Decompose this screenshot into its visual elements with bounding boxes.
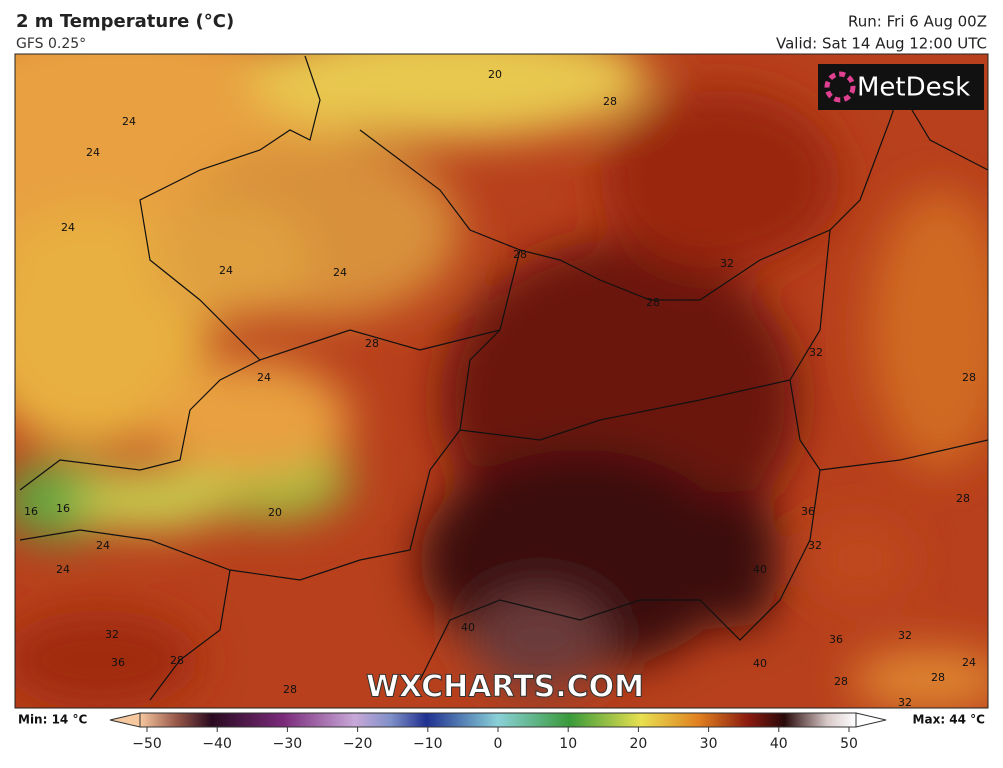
contour-label: 20	[488, 68, 502, 81]
logo-text: MetDesk	[857, 73, 970, 103]
temperature-area	[470, 590, 610, 690]
contour-label: 28	[956, 492, 970, 505]
contour-label: 24	[257, 371, 271, 384]
contour-label: 24	[61, 221, 75, 234]
subtitle: GFS 0.25°	[16, 36, 86, 52]
contour-label: 36	[829, 633, 843, 646]
contour-label: 24	[56, 563, 70, 576]
colorbar-tick-label: −20	[343, 736, 373, 752]
contour-label: 24	[86, 146, 100, 159]
min-label: Min: 14 °C	[18, 713, 87, 727]
contour-label: 28	[834, 675, 848, 688]
contour-label: 40	[753, 657, 767, 670]
colorbar-tick-label: 50	[840, 736, 858, 752]
colorbar-low-end	[109, 712, 141, 728]
contour-label: 16	[56, 502, 70, 515]
contour-label: 32	[720, 257, 734, 270]
contour-label: 40	[461, 621, 475, 634]
watermark: WXCHARTS.COM	[366, 670, 644, 705]
contour-label: 36	[801, 505, 815, 518]
temperature-area	[150, 200, 310, 320]
contour-label: 36	[111, 656, 125, 669]
temperature-area	[870, 190, 988, 470]
map-frame	[14, 53, 989, 709]
contour-label: 32	[898, 629, 912, 642]
map: 20 28 24 24 24 24 24 28 32 28 28 32 24 28 20 16 16 24 24 36…	[15, 54, 988, 709]
temperature-area	[150, 360, 350, 480]
contour-label: 24	[333, 266, 347, 279]
run-time: Run: Fri 6 Aug 00Z	[848, 13, 987, 31]
max-label: Max: 44 °C	[913, 713, 986, 727]
contour-label: 28	[603, 95, 617, 108]
contour-label: 28	[931, 671, 945, 684]
colorbar-tick-label: 10	[559, 736, 577, 752]
colorbar	[139, 712, 857, 728]
contour-label: 32	[898, 696, 912, 709]
contour-label: 28	[283, 683, 297, 696]
contour-label: 28	[365, 337, 379, 350]
contour-label: 28	[513, 248, 527, 261]
valid-time: Valid: Sat 14 Aug 12:00 UTC	[776, 35, 987, 53]
temperature-area	[15, 610, 200, 708]
colorbar-high-end	[855, 712, 887, 728]
temperature-area	[700, 490, 780, 630]
contour-label: 28	[962, 371, 976, 384]
contour-label: 16	[24, 505, 38, 518]
contour-label: 28	[170, 654, 184, 667]
contour-label: 32	[808, 539, 822, 552]
borders	[19, 55, 988, 701]
temperature-area	[250, 54, 650, 140]
logo: MetDesk	[818, 64, 984, 110]
colorbar-tick-label: −10	[413, 736, 443, 752]
contour-label: 24	[122, 115, 136, 128]
contour-label: 28	[646, 296, 660, 309]
colorbar-tick-label: −50	[132, 736, 162, 752]
temperature-area	[810, 520, 910, 600]
contour-label: 24	[962, 656, 976, 669]
contour-label: 40	[753, 563, 767, 576]
colorbar-tick-label: 0	[494, 736, 503, 752]
colorbar-tick-label: 40	[770, 736, 788, 752]
temperature-area	[850, 650, 988, 708]
temperature-area	[600, 90, 840, 270]
colorbar-tick-label: −40	[202, 736, 232, 752]
contour-label: 32	[105, 628, 119, 641]
contour-label: 24	[96, 539, 110, 552]
contour-label: 32	[809, 346, 823, 359]
contour-label: 24	[219, 264, 233, 277]
contour-label: 20	[268, 506, 282, 519]
colorbar-tick-label: 20	[629, 736, 647, 752]
colorbar-tick-label: −30	[273, 736, 303, 752]
title: 2 m Temperature (°C)	[16, 11, 234, 32]
colorbar-tick-label: 30	[700, 736, 718, 752]
temperature-area	[70, 470, 230, 530]
